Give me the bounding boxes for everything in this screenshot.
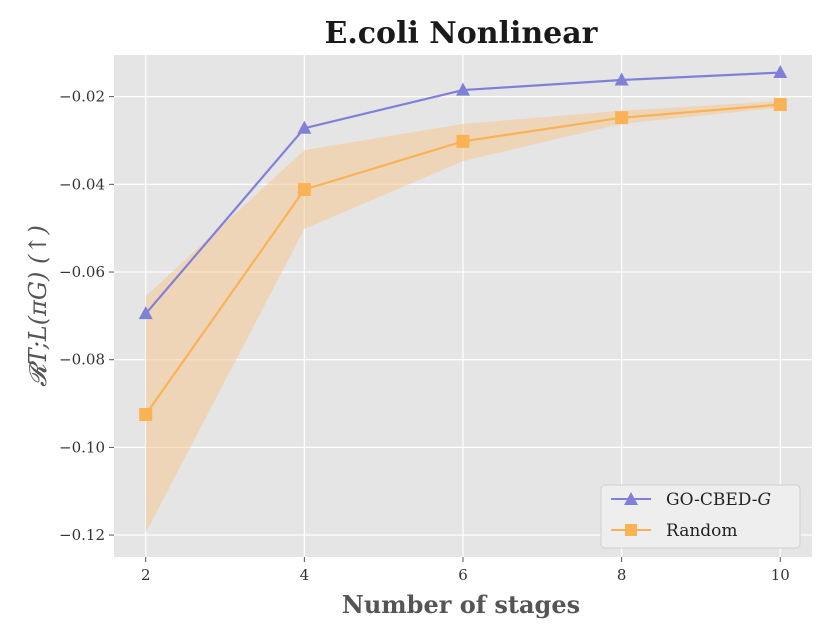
x-tick-label: 2 xyxy=(141,566,151,584)
point-random xyxy=(297,183,311,197)
legend-label-go-cbed: GO-CBED-G xyxy=(666,490,771,510)
y-axis-ticks: −0.12 −0.10 −0.08 −0.06 −0.04 −0.02 xyxy=(59,88,114,544)
point-go-cbed-g xyxy=(773,65,788,79)
legend-marker-triangle xyxy=(624,492,638,505)
chart-title: E.coli Nonlinear xyxy=(324,16,598,51)
y-tick-label: −0.10 xyxy=(59,438,105,456)
y-tick-label: −0.02 xyxy=(59,88,105,106)
point-go-cbed-g xyxy=(614,72,629,86)
legend-box xyxy=(600,484,801,549)
y-tick-label: −0.12 xyxy=(59,526,105,544)
y-tick-label: −0.08 xyxy=(59,351,105,369)
band-random xyxy=(145,101,781,533)
point-random xyxy=(773,98,787,112)
legend-marker-square xyxy=(625,524,637,536)
point-random xyxy=(615,111,629,125)
x-tick-label: 8 xyxy=(617,566,627,584)
x-tick-label: 4 xyxy=(300,566,310,584)
point-random xyxy=(139,408,153,422)
point-random xyxy=(456,134,470,148)
x-tick-label: 10 xyxy=(771,566,790,584)
legend-label-go-cbed-prefix: GO-CBED- xyxy=(666,490,757,510)
legend-label-random: Random xyxy=(666,521,738,541)
x-axis-label: Number of stages xyxy=(342,590,580,619)
point-go-cbed-g xyxy=(456,82,470,96)
confidence-bands xyxy=(145,101,781,533)
legend-label-go-cbed-suffix: G xyxy=(757,490,771,510)
x-axis-ticks: 2 4 6 8 10 xyxy=(141,557,790,584)
y-tick-label: −0.06 xyxy=(59,263,105,281)
point-go-cbed-g xyxy=(138,306,153,320)
point-go-cbed-g xyxy=(297,120,312,134)
x-tick-label: 6 xyxy=(458,566,468,584)
y-axis-label: 𝓡T;L(πG) (↑) xyxy=(24,225,52,387)
legend: GO-CBED-G Random xyxy=(600,484,801,549)
series-markers xyxy=(138,65,788,422)
y-tick-label: −0.04 xyxy=(59,175,105,193)
